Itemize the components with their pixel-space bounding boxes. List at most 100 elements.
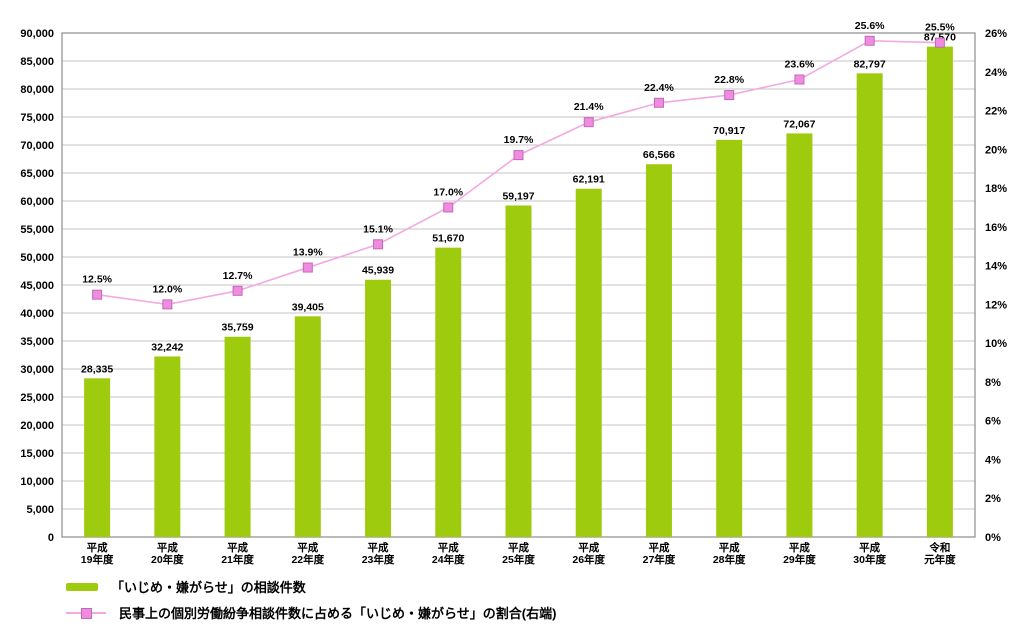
right-axis-tick-label: 20%: [985, 144, 1007, 156]
bar-value-label: 59,197: [502, 190, 534, 202]
bar-series-swatch-icon: [66, 582, 98, 591]
left-axis-tick-label: 15,000: [20, 448, 54, 460]
left-axis-tick-label: 75,000: [20, 112, 54, 124]
percent-label: 13.9%: [293, 247, 323, 259]
bar: [84, 378, 111, 537]
right-axis-tick-label: 10%: [985, 338, 1007, 350]
right-axis-tick-label: 14%: [985, 261, 1007, 273]
line-marker: [162, 299, 173, 310]
x-axis-label: 平成 29年度: [783, 541, 816, 566]
left-axis-tick-label: 35,000: [20, 336, 54, 348]
bar: [926, 46, 953, 537]
left-axis-tick-label: 25,000: [20, 392, 54, 404]
left-axis-tick-label: 60,000: [20, 196, 54, 208]
x-axis-label: 平成 20年度: [151, 541, 184, 566]
right-axis-tick-label: 2%: [985, 493, 1001, 505]
bar: [224, 336, 251, 537]
bar: [365, 279, 392, 537]
x-axis-label: 平成 23年度: [362, 541, 395, 566]
right-axis-tick-label: 24%: [985, 67, 1007, 79]
percent-label: 22.8%: [714, 74, 744, 86]
left-axis-tick-label: 90,000: [20, 28, 54, 40]
line-marker: [794, 74, 805, 85]
right-axis-tick-label: 0%: [985, 532, 1001, 544]
right-axis-tick-label: 4%: [985, 454, 1001, 466]
right-axis-tick-label: 22%: [985, 106, 1007, 118]
bar: [786, 133, 813, 537]
bar-value-label: 62,191: [573, 174, 605, 186]
bar-value-label: 32,242: [151, 341, 183, 353]
left-axis-tick-label: 85,000: [20, 56, 54, 68]
percent-label: 17.0%: [433, 186, 463, 198]
line-marker: [653, 97, 664, 108]
bar-value-label: 87,570: [924, 32, 956, 44]
line-marker: [583, 117, 594, 128]
bar-value-label: 39,405: [292, 301, 324, 313]
bar-value-label: 66,566: [643, 149, 675, 161]
x-axis-label: 平成 25年度: [502, 541, 535, 566]
percent-label: 23.6%: [785, 59, 815, 71]
bar: [645, 164, 672, 537]
percent-label: 25.6%: [855, 20, 885, 32]
bar-value-label: 35,759: [222, 322, 254, 334]
left-axis-tick-label: 65,000: [20, 168, 54, 180]
percent-label: 19.7%: [504, 134, 534, 146]
percent-label: 22.4%: [644, 82, 674, 94]
left-axis-tick-label: 0: [48, 532, 54, 544]
x-axis-label: 平成 28年度: [713, 541, 746, 566]
x-axis-label: 令和元年度: [924, 541, 956, 566]
line-marker: [934, 37, 945, 48]
left-axis-tick-label: 45,000: [20, 280, 54, 292]
left-axis-tick-label: 40,000: [20, 308, 54, 320]
line-marker: [443, 202, 454, 213]
percent-label: 12.0%: [152, 283, 182, 295]
bar: [435, 247, 462, 537]
right-axis-tick-label: 12%: [985, 299, 1007, 311]
legend-label-bar-series: 「いじめ・嫌がらせ」の相談件数: [111, 580, 306, 595]
left-axis-tick-label: 10,000: [20, 476, 54, 488]
bar: [294, 316, 321, 537]
left-axis-tick-label: 20,000: [20, 420, 54, 432]
legend-label-line-series: 民事上の個別労働紛争相談件数に占める「いじめ・嫌がらせ」の割合(右端): [119, 606, 557, 621]
right-axis-tick-label: 6%: [985, 416, 1001, 428]
left-axis-tick-label: 50,000: [20, 252, 54, 264]
bar-value-label: 70,917: [713, 125, 745, 137]
percent-label: 12.7%: [223, 270, 253, 282]
right-axis-tick-label: 8%: [985, 377, 1001, 389]
line-marker: [302, 262, 313, 273]
percent-label: 15.1%: [363, 223, 393, 235]
bar: [575, 188, 602, 537]
x-axis-label: 平成 26年度: [572, 541, 605, 566]
bar: [154, 356, 181, 537]
percent-label: 12.5%: [82, 274, 112, 286]
left-axis-tick-label: 5,000: [26, 504, 54, 516]
x-axis-label: 平成 24年度: [432, 541, 465, 566]
x-axis-label: 平成 22年度: [291, 541, 324, 566]
x-axis-label: 平成 19年度: [81, 541, 114, 566]
bar-value-label: 51,670: [432, 233, 464, 245]
line-marker: [724, 90, 735, 101]
legend-item-bar-series: 「いじめ・嫌がらせ」の相談件数: [66, 577, 556, 596]
x-axis-label: 平成 21年度: [221, 541, 254, 566]
bar: [716, 139, 743, 537]
legend: 「いじめ・嫌がらせ」の相談件数 民事上の個別労働紛争相談件数に占める「いじめ・嫌…: [66, 577, 556, 622]
right-axis-tick-label: 18%: [985, 183, 1007, 195]
line-marker: [373, 239, 384, 250]
right-axis-tick-label: 16%: [985, 222, 1007, 234]
line-swatch-marker-icon: [81, 608, 92, 619]
line-marker: [513, 150, 524, 161]
bar-value-label: 72,067: [783, 118, 815, 130]
bar-value-label: 45,939: [362, 265, 394, 277]
left-axis-tick-label: 70,000: [20, 140, 54, 152]
percent-label: 21.4%: [574, 101, 604, 113]
bar-value-label: 28,335: [81, 363, 113, 375]
left-axis-tick-label: 80,000: [20, 84, 54, 96]
line-marker: [232, 285, 243, 296]
legend-item-line-series: 民事上の個別労働紛争相談件数に占める「いじめ・嫌がらせ」の割合(右端): [66, 603, 556, 622]
x-axis-label: 平成 30年度: [853, 541, 886, 566]
line-series-swatch-icon: [66, 606, 106, 619]
left-axis-tick-label: 30,000: [20, 364, 54, 376]
bar: [856, 73, 883, 538]
